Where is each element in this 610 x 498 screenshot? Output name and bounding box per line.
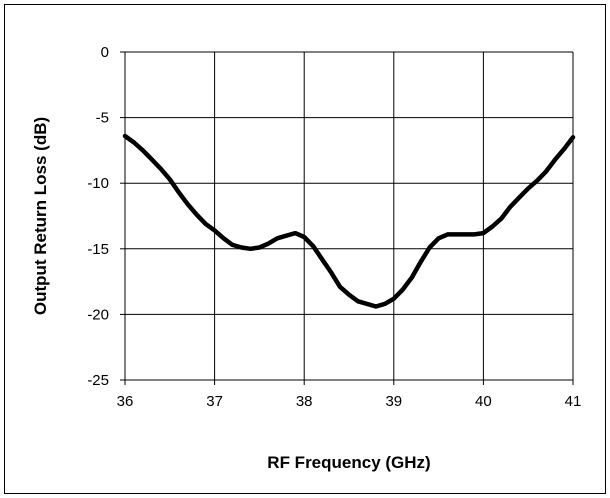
x-tick-label: 38 [296,393,313,410]
x-axis-title: RF Frequency (GHz) [267,453,430,472]
y-tick-label: -15 [87,241,109,258]
x-tick-label: 40 [475,393,492,410]
series-layer [122,133,576,309]
tick-labels: 36 37 38 39 40 41 0 -5 -10 -15 -20 -25 [87,44,581,410]
y-tick-label: -10 [87,175,109,192]
series-line [122,133,576,309]
axes [120,51,574,385]
x-tick-label: 39 [385,393,402,410]
y-axis-title: Output Return Loss (dB) [31,117,50,315]
y-tick-label: 0 [101,44,109,61]
x-tick-label: 37 [206,393,223,410]
y-tick-label: -5 [96,110,109,127]
y-tick-label: -25 [87,372,109,389]
x-tick-label: 41 [565,393,582,410]
y-tick-label: -20 [87,306,109,323]
gridlines [125,51,574,380]
x-tick-label: 36 [117,393,134,410]
